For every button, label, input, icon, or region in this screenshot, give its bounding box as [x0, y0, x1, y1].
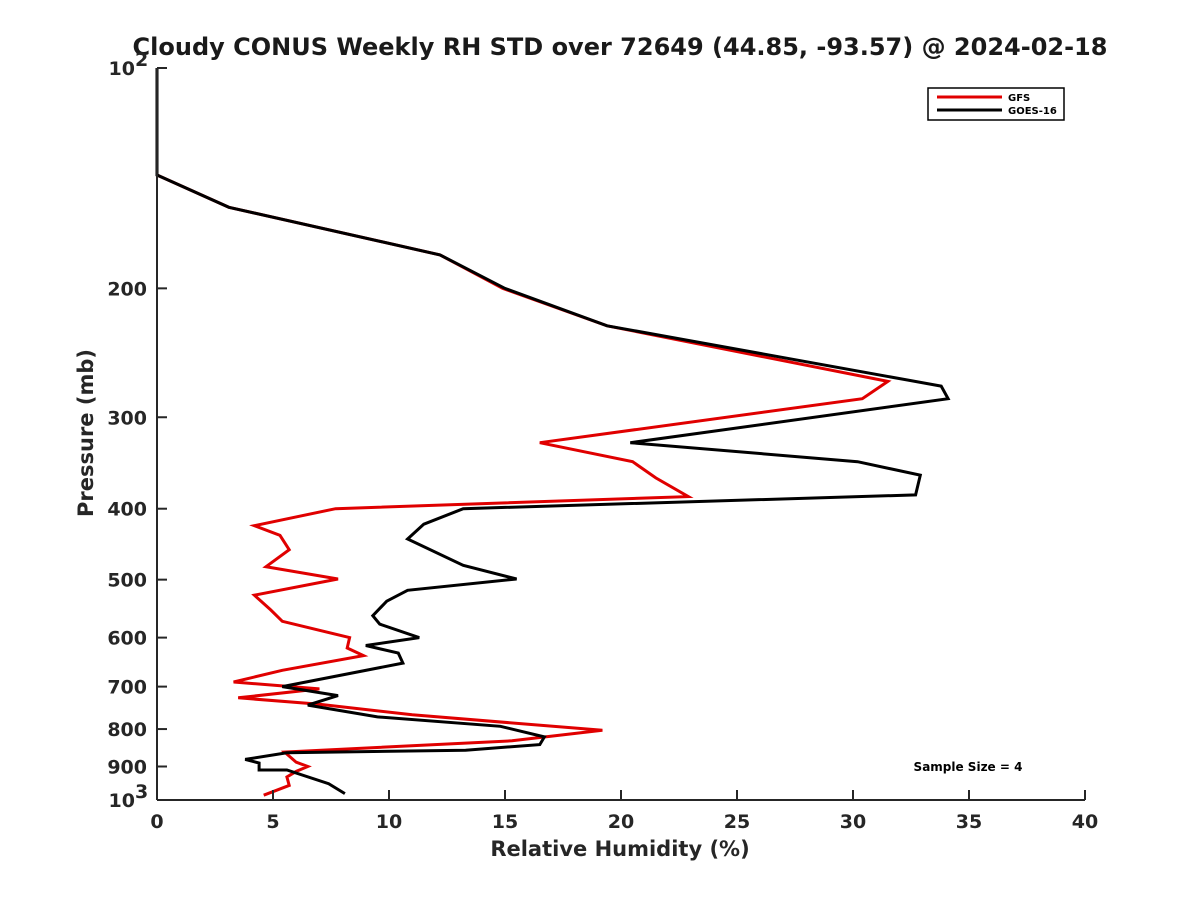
x-tick-label: 15 [492, 811, 518, 833]
y-tick-label: 10 [109, 790, 135, 812]
x-tick-label: 5 [266, 811, 279, 833]
x-tick-label: 0 [150, 811, 163, 833]
y-tick-label: 200 [107, 278, 147, 300]
legend-label-1: GOES-16 [1008, 106, 1057, 117]
y-axis-label: Pressure (mb) [74, 349, 98, 517]
y-tick-label: 10 [109, 58, 135, 80]
legend-label-0: GFS [1008, 93, 1030, 104]
x-tick-label: 40 [1072, 811, 1098, 833]
y-tick-label: 700 [107, 677, 147, 699]
legend: GFS GOES-16 [927, 87, 1065, 121]
sample-size-annotation: Sample Size = 4 [914, 760, 1023, 774]
x-tick-label: 20 [608, 811, 634, 833]
y-tick-label: 400 [107, 499, 147, 521]
series-line-0 [155, 68, 892, 797]
x-tick-label: 30 [840, 811, 866, 833]
chart-title: Cloudy CONUS Weekly RH STD over 72649 (4… [133, 33, 1108, 61]
y-tick-exponent: 3 [135, 781, 148, 803]
y-tick-label: 800 [107, 719, 147, 741]
series-line-1 [155, 68, 951, 795]
x-axis-label: Relative Humidity (%) [490, 837, 749, 861]
y-tick-label: 900 [107, 757, 147, 779]
y-tick-label: 300 [107, 407, 147, 429]
x-tick-label: 25 [724, 811, 750, 833]
x-tick-label: 35 [956, 811, 982, 833]
legend-box [927, 87, 1065, 121]
x-tick-label: 10 [376, 811, 402, 833]
y-tick-label: 500 [107, 570, 147, 592]
y-tick-label: 600 [107, 628, 147, 650]
plot-area [155, 68, 951, 797]
y-tick-exponent: 2 [135, 49, 148, 71]
